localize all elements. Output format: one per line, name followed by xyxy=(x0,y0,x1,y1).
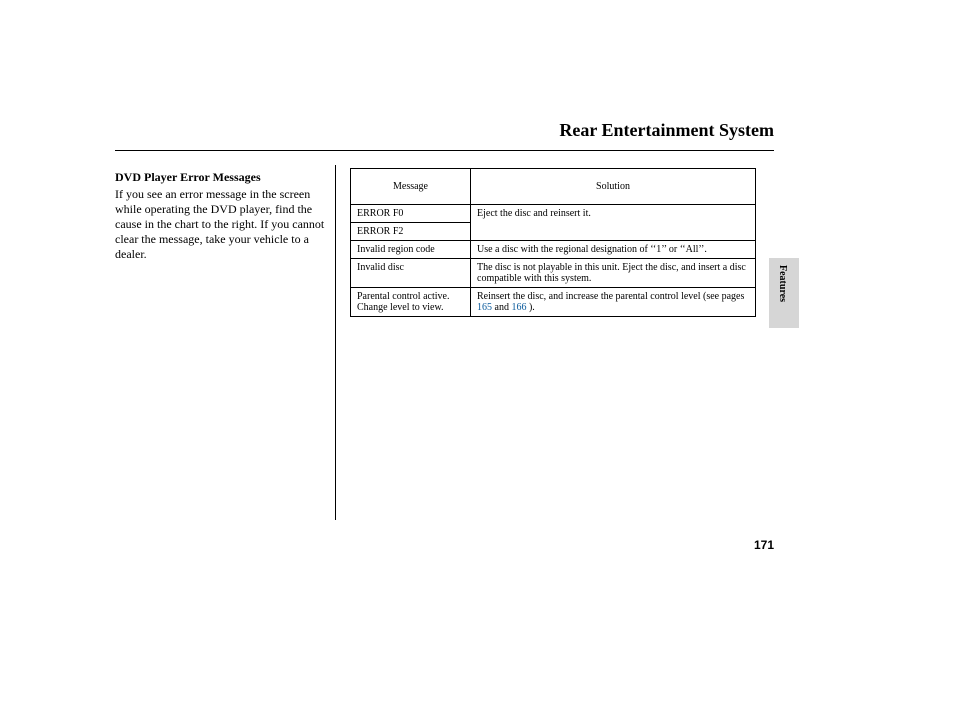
cell-solution: Eject the disc and reinsert it. xyxy=(471,205,756,241)
error-table: Message Solution ERROR F0 Eject the disc… xyxy=(350,168,756,317)
title-rule xyxy=(115,150,774,151)
cell-solution: Reinsert the disc, and increase the pare… xyxy=(471,288,756,317)
header-message: Message xyxy=(351,169,471,205)
table-row: Invalid region code Use a disc with the … xyxy=(351,241,756,259)
sol-text-post: ). xyxy=(526,302,534,313)
cell-message: Invalid region code xyxy=(351,241,471,259)
msg-line1: Parental control active. xyxy=(357,291,449,302)
cell-message: ERROR F0 xyxy=(351,205,471,223)
cell-message: Invalid disc xyxy=(351,259,471,288)
sol-text-mid: and xyxy=(492,302,511,313)
section-body: If you see an error message in the scree… xyxy=(115,187,325,262)
manual-page: Rear Entertainment System DVD Player Err… xyxy=(0,0,954,710)
section-heading: DVD Player Error Messages xyxy=(115,170,325,185)
page-title: Rear Entertainment System xyxy=(559,120,774,141)
table-header-row: Message Solution xyxy=(351,169,756,205)
cell-message: Parental control active. Change level to… xyxy=(351,288,471,317)
table-row: Invalid disc The disc is not playable in… xyxy=(351,259,756,288)
sol-text-pre: Reinsert the disc, and increase the pare… xyxy=(477,291,744,302)
header-solution: Solution xyxy=(471,169,756,205)
table-row: Parental control active. Change level to… xyxy=(351,288,756,317)
error-table-container: Message Solution ERROR F0 Eject the disc… xyxy=(350,168,756,317)
page-link-166[interactable]: 166 xyxy=(511,302,526,313)
section-tab-label: Features xyxy=(777,265,788,302)
column-divider xyxy=(335,165,336,520)
cell-message: ERROR F2 xyxy=(351,223,471,241)
table-row: ERROR F0 Eject the disc and reinsert it. xyxy=(351,205,756,223)
cell-solution: Use a disc with the regional designation… xyxy=(471,241,756,259)
left-column: DVD Player Error Messages If you see an … xyxy=(115,170,325,262)
msg-line2: Change level to view. xyxy=(357,302,444,313)
page-number: 171 xyxy=(754,538,774,552)
cell-solution: The disc is not playable in this unit. E… xyxy=(471,259,756,288)
page-link-165[interactable]: 165 xyxy=(477,302,492,313)
